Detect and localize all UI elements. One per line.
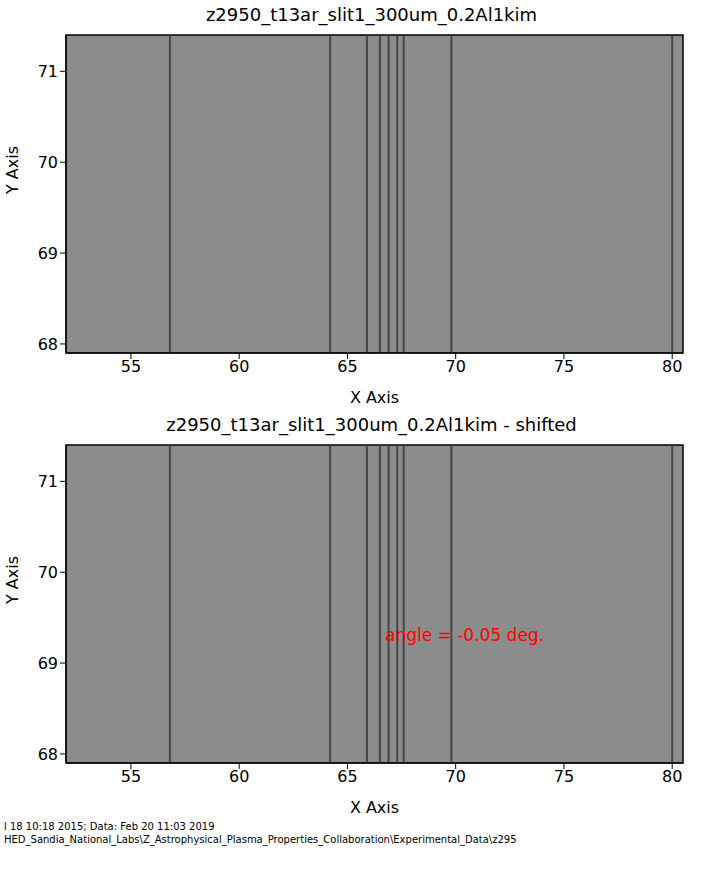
- svg-text:80: 80: [662, 767, 682, 786]
- svg-text:60: 60: [229, 357, 249, 376]
- html-text:z2950_t13ar_slit1_300um_0.2Al1: z2950_t13ar_slit1_300um_0.2Al1kim - shif…: [166, 414, 577, 435]
- svg-text:69: 69: [38, 654, 58, 673]
- svg-text:70: 70: [446, 357, 466, 376]
- html-text:HED_Sandia_National_Labs\Z_Ast: HED_Sandia_National_Labs\Z_Astrophysical…: [4, 834, 517, 845]
- svg-text:X Axis: X Axis: [350, 388, 399, 407]
- svg-text:70: 70: [38, 153, 58, 172]
- html-text:angle = -0.05 deg.: angle = -0.05 deg.: [385, 625, 545, 645]
- svg-text:Y Axis: Y Axis: [3, 556, 22, 605]
- svg-text:75: 75: [554, 357, 574, 376]
- html-text:l 18 10:18 2015; Data: Feb 20: l 18 10:18 2015; Data: Feb 20 11:03 2019: [4, 821, 215, 832]
- svg-text:65: 65: [337, 767, 357, 786]
- svg-text:70: 70: [38, 563, 58, 582]
- svg-text:71: 71: [38, 62, 58, 81]
- svg-text:65: 65: [337, 357, 357, 376]
- svg-text:71: 71: [38, 472, 58, 491]
- svg-text:X Axis: X Axis: [350, 798, 399, 817]
- html-text:z2950_t13ar_slit1_300um_0.2Al1: z2950_t13ar_slit1_300um_0.2Al1kim: [205, 4, 538, 25]
- svg-text:69: 69: [38, 244, 58, 263]
- svg-text:55: 55: [121, 767, 141, 786]
- svg-text:75: 75: [554, 767, 574, 786]
- svg-text:Y Axis: Y Axis: [3, 146, 22, 195]
- svg-text:68: 68: [38, 745, 58, 764]
- svg-text:68: 68: [38, 335, 58, 354]
- svg-text:55: 55: [121, 357, 141, 376]
- svg-text:60: 60: [229, 767, 249, 786]
- svg-text:70: 70: [446, 767, 466, 786]
- svg-text:80: 80: [662, 357, 682, 376]
